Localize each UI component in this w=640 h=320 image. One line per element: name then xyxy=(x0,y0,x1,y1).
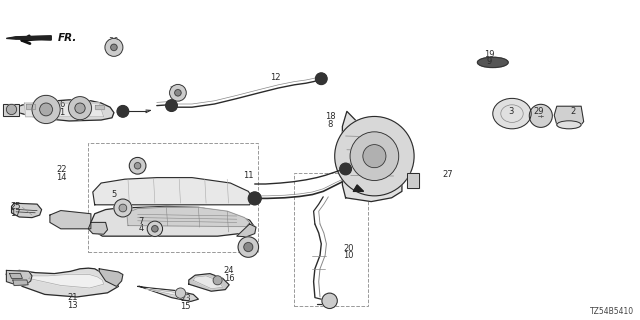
Text: 28: 28 xyxy=(243,242,253,251)
Polygon shape xyxy=(24,103,104,117)
Circle shape xyxy=(363,145,386,168)
Circle shape xyxy=(40,103,52,116)
Circle shape xyxy=(114,199,132,217)
Polygon shape xyxy=(99,269,123,286)
Circle shape xyxy=(350,132,399,180)
Circle shape xyxy=(335,116,414,196)
Polygon shape xyxy=(88,222,108,234)
Bar xyxy=(88,143,258,252)
Text: 4: 4 xyxy=(138,224,143,233)
Polygon shape xyxy=(138,286,198,301)
Ellipse shape xyxy=(493,99,531,129)
Circle shape xyxy=(340,163,351,175)
Polygon shape xyxy=(237,224,256,237)
Ellipse shape xyxy=(477,57,508,68)
Circle shape xyxy=(166,100,177,111)
Circle shape xyxy=(238,237,259,257)
Circle shape xyxy=(134,163,141,169)
Text: 19: 19 xyxy=(484,50,494,59)
Circle shape xyxy=(6,104,17,115)
Text: 24: 24 xyxy=(224,266,234,275)
Circle shape xyxy=(244,243,253,252)
Text: 22: 22 xyxy=(56,165,67,174)
Polygon shape xyxy=(13,100,114,121)
Text: 20: 20 xyxy=(344,244,354,253)
Text: 25: 25 xyxy=(10,202,20,211)
Text: 3: 3 xyxy=(508,107,513,116)
Polygon shape xyxy=(91,206,255,236)
Circle shape xyxy=(322,293,337,308)
Bar xyxy=(407,173,419,188)
Polygon shape xyxy=(13,280,28,285)
Circle shape xyxy=(105,38,123,56)
Circle shape xyxy=(248,192,261,205)
Bar xyxy=(294,173,368,306)
Polygon shape xyxy=(95,105,104,109)
Circle shape xyxy=(175,288,186,298)
Text: 14: 14 xyxy=(56,173,67,182)
Circle shape xyxy=(117,106,129,117)
Polygon shape xyxy=(93,178,253,205)
Polygon shape xyxy=(26,104,35,109)
Text: 31: 31 xyxy=(9,104,19,113)
Text: 5: 5 xyxy=(111,190,116,199)
Text: 13: 13 xyxy=(67,301,77,310)
Circle shape xyxy=(68,97,92,120)
Circle shape xyxy=(170,84,186,101)
Text: 1: 1 xyxy=(60,108,65,116)
Polygon shape xyxy=(10,274,22,278)
Polygon shape xyxy=(193,276,223,289)
Text: TZ54B5410: TZ54B5410 xyxy=(589,307,634,316)
Text: 21: 21 xyxy=(67,293,77,302)
Circle shape xyxy=(147,221,163,236)
Text: 8: 8 xyxy=(328,120,333,129)
Circle shape xyxy=(111,44,117,51)
Text: 9: 9 xyxy=(486,57,492,66)
Text: 10: 10 xyxy=(344,252,354,260)
Text: 23: 23 xyxy=(180,294,191,303)
Polygon shape xyxy=(554,106,584,125)
Polygon shape xyxy=(342,111,402,202)
Text: 16: 16 xyxy=(224,274,234,283)
Circle shape xyxy=(175,90,181,96)
Polygon shape xyxy=(146,289,189,298)
Text: 29: 29 xyxy=(534,107,544,116)
Circle shape xyxy=(152,226,158,232)
Polygon shape xyxy=(50,211,91,229)
Circle shape xyxy=(75,103,85,113)
Bar xyxy=(3,104,19,116)
Circle shape xyxy=(129,157,146,174)
Text: 26: 26 xyxy=(170,86,180,95)
Circle shape xyxy=(119,204,127,212)
Text: 32: 32 xyxy=(131,160,141,169)
Text: 30: 30 xyxy=(109,37,119,46)
Text: 17: 17 xyxy=(10,209,20,218)
Text: 15: 15 xyxy=(180,302,191,311)
Text: 12: 12 xyxy=(270,73,280,82)
Polygon shape xyxy=(12,203,42,218)
Polygon shape xyxy=(6,270,32,285)
Ellipse shape xyxy=(557,121,581,129)
Polygon shape xyxy=(6,36,51,40)
Bar xyxy=(3,104,19,116)
Polygon shape xyxy=(6,268,118,297)
Text: 27: 27 xyxy=(443,170,453,179)
Polygon shape xyxy=(189,274,229,291)
Text: 7: 7 xyxy=(138,217,143,226)
Polygon shape xyxy=(29,274,104,288)
Text: 6: 6 xyxy=(60,100,65,109)
Polygon shape xyxy=(353,185,364,191)
Circle shape xyxy=(316,73,327,84)
Circle shape xyxy=(213,276,222,285)
Text: 18: 18 xyxy=(325,112,335,121)
Circle shape xyxy=(32,95,60,124)
Bar xyxy=(407,173,419,188)
Circle shape xyxy=(529,104,552,127)
Text: 11: 11 xyxy=(243,171,253,180)
Polygon shape xyxy=(127,207,250,227)
Text: 2: 2 xyxy=(570,107,575,116)
Text: FR.: FR. xyxy=(58,33,77,44)
